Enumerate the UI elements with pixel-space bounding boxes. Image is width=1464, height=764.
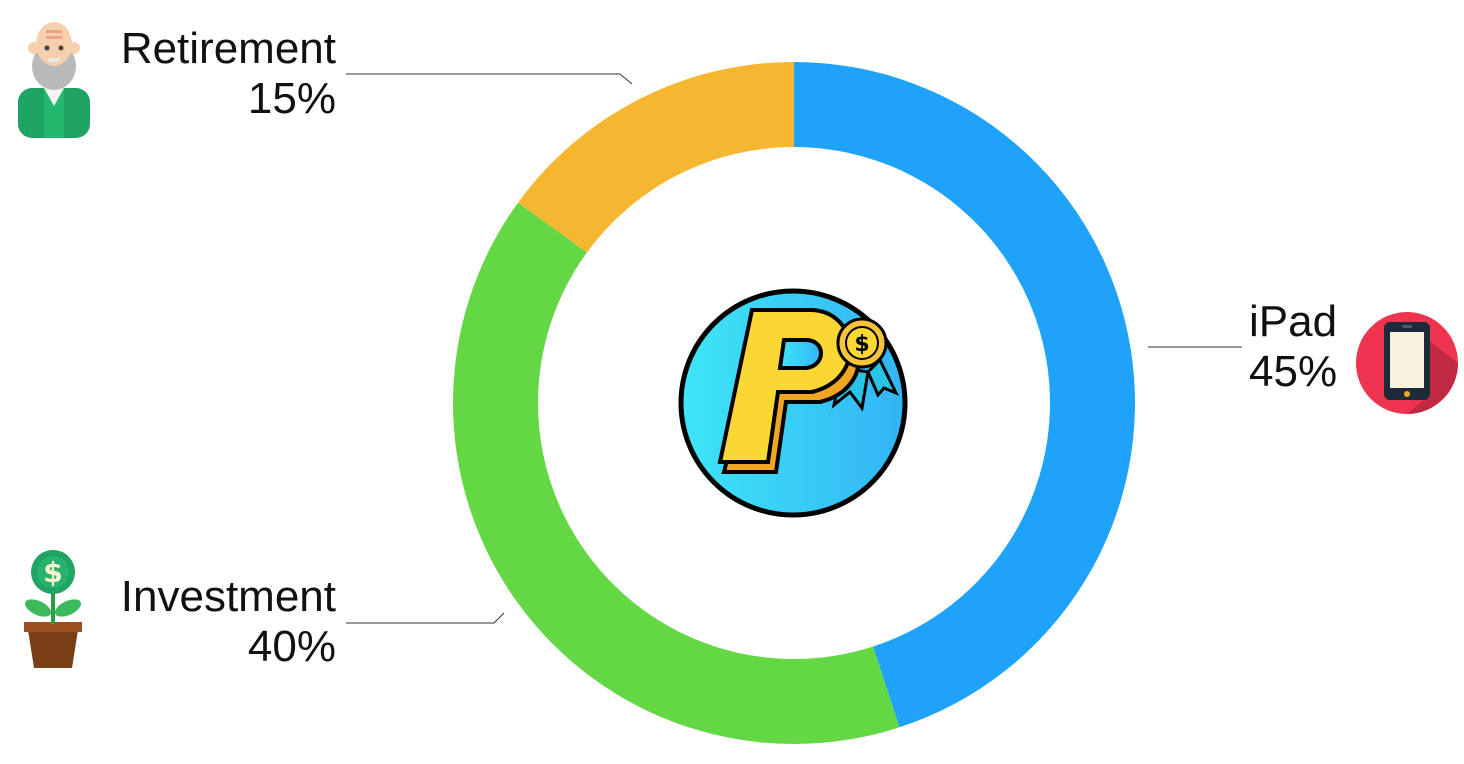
leader-retirement [346,73,633,85]
slice-investment [453,202,900,744]
svg-text:$: $ [854,332,869,357]
paypal-medal-icon: $ [678,288,908,518]
elderly-man-icon [18,22,90,138]
label-retirement-value: 15% [247,74,336,123]
svg-text:$: $ [43,556,62,589]
slice-retirement [518,62,794,253]
label-retirement: Retirement 15% [70,24,336,124]
label-investment: Investment 40% [70,572,336,672]
label-ipad: iPad 45% [1249,297,1337,397]
label-retirement-name: Retirement [120,24,336,73]
label-investment-value: 40% [247,622,336,671]
label-ipad-name: iPad [1249,297,1338,346]
label-investment-name: Investment [120,572,336,621]
leader-investment [346,612,505,624]
slice-ipad [794,62,1135,728]
tablet-icon [1356,312,1458,414]
money-plant-icon: $ [24,550,82,668]
label-ipad-value: 45% [1249,347,1338,396]
